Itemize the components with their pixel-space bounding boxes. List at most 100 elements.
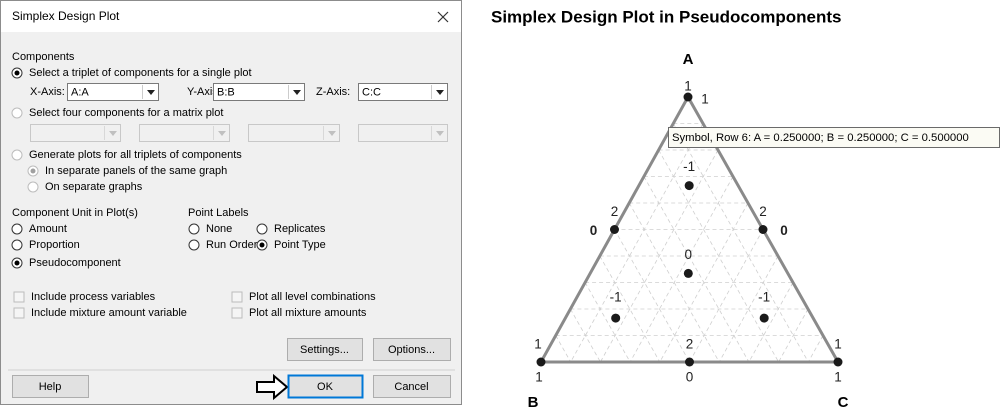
- radio-button: [11, 149, 23, 161]
- radio-label: Amount: [29, 223, 67, 235]
- dialog-title: Simplex Design Plot: [12, 9, 120, 23]
- checkbox: [231, 291, 243, 303]
- button-label: Settings...: [300, 344, 349, 356]
- grid-line: [629, 176, 734, 363]
- radio-label: Select four components for a matrix plot: [29, 107, 223, 119]
- combo-arrow: [293, 90, 301, 95]
- combo-box[interactable]: [67, 83, 159, 101]
- combo-arrow: [147, 90, 155, 95]
- radio-label: On separate graphs: [45, 181, 143, 193]
- grid-line: [570, 123, 704, 363]
- design-point: [610, 225, 619, 234]
- button-label: OK: [317, 381, 334, 393]
- checkbox-label: Plot all level combinations: [249, 291, 376, 303]
- design-point: [536, 357, 546, 367]
- point-label: 1: [535, 370, 543, 385]
- grid-line: [718, 255, 779, 363]
- combo-value: C:C: [362, 86, 381, 98]
- radio-label: Proportion: [29, 239, 80, 251]
- radio-button[interactable]: [188, 239, 200, 251]
- checkbox: [13, 291, 25, 303]
- combo-box[interactable]: [213, 83, 305, 101]
- radio-button[interactable]: [11, 223, 23, 235]
- design-point: [683, 268, 693, 278]
- checkbox-label: Include mixture amount variable: [31, 307, 187, 319]
- checkbox-label: Plot all mixture amounts: [249, 307, 367, 319]
- section-heading: Components: [12, 51, 75, 63]
- button-label: Help: [39, 381, 62, 393]
- grid-line: [748, 282, 794, 363]
- radio-dot: [259, 242, 265, 248]
- point-label: 1: [534, 337, 542, 352]
- point-label: 1: [701, 92, 709, 107]
- combo-box: [30, 124, 121, 142]
- combo-box: [139, 124, 230, 142]
- radio-dot: [14, 260, 20, 266]
- radio-label: Select a triplet of components for a sin…: [29, 67, 252, 79]
- close-button[interactable]: [437, 11, 449, 23]
- button[interactable]: [12, 375, 89, 398]
- point-label: 2: [686, 337, 694, 352]
- button-label: Options...: [388, 344, 435, 356]
- radio-label: Point Type: [274, 239, 326, 251]
- point-label: 0: [590, 223, 598, 238]
- button[interactable]: [373, 338, 451, 361]
- section-heading: Point Labels: [188, 207, 249, 219]
- combo-arrow: [218, 131, 226, 136]
- point-label: 0: [686, 370, 694, 385]
- grid-line: [599, 255, 661, 363]
- design-point: [759, 313, 769, 323]
- radio-button[interactable]: [256, 223, 268, 235]
- radio-label: Replicates: [274, 223, 326, 235]
- grid-line: [658, 149, 779, 363]
- radio-label: Pseudocomponent: [29, 257, 121, 269]
- combo-arrow: [436, 131, 444, 136]
- button-label: Cancel: [394, 381, 428, 393]
- dialog-frame: [0, 0, 462, 405]
- checkbox: [231, 307, 243, 319]
- radio-label: None: [206, 223, 232, 235]
- point-label: 2: [759, 204, 767, 219]
- button[interactable]: [287, 374, 364, 399]
- button[interactable]: [373, 375, 451, 398]
- point-label: -1: [683, 159, 695, 174]
- checkbox-label: Include process variables: [31, 291, 156, 303]
- combo-arrow: [109, 131, 117, 136]
- radio-button[interactable]: [188, 223, 200, 235]
- combo-box[interactable]: [358, 83, 448, 101]
- point-label: 1: [684, 79, 692, 94]
- section-heading: Component Unit in Plot(s): [12, 207, 138, 219]
- radio-button: [27, 181, 39, 193]
- vertex-label: C: [838, 394, 849, 411]
- combo-value: B:B: [217, 86, 235, 98]
- design-point: [758, 225, 768, 234]
- button: [287, 338, 363, 361]
- point-label: 0: [780, 223, 788, 238]
- grid-line: [807, 335, 824, 363]
- design-point: [685, 357, 694, 367]
- grid-line: [672, 123, 809, 363]
- tooltip: Symbol, Row 6: A = 0.250000; B = 0.25000…: [672, 132, 969, 144]
- chart-title: Simplex Design Plot in Pseudocomponents: [491, 7, 841, 26]
- radio-label: Generate plots for all triplets of compo…: [29, 149, 242, 161]
- combo-box: [248, 124, 340, 142]
- grid-line: [643, 176, 750, 363]
- combo-value: A:A: [71, 86, 89, 98]
- axis-label: Y-Axis:: [187, 86, 221, 98]
- design-point: [683, 92, 693, 102]
- vertex-label: B: [528, 394, 539, 411]
- radio-label: Run Order: [206, 239, 258, 251]
- vertex-label: A: [683, 51, 694, 68]
- grid-line: [614, 229, 690, 363]
- point-label: 0: [685, 247, 693, 262]
- combo-arrow: [328, 131, 336, 136]
- title-bar: [1, 1, 461, 32]
- pointer-arrow: [256, 373, 289, 401]
- radio-button: [11, 107, 23, 119]
- point-label: 1: [834, 337, 842, 352]
- radio-dot: [30, 168, 36, 174]
- radio-button[interactable]: [11, 239, 23, 251]
- point-label: -1: [610, 290, 622, 305]
